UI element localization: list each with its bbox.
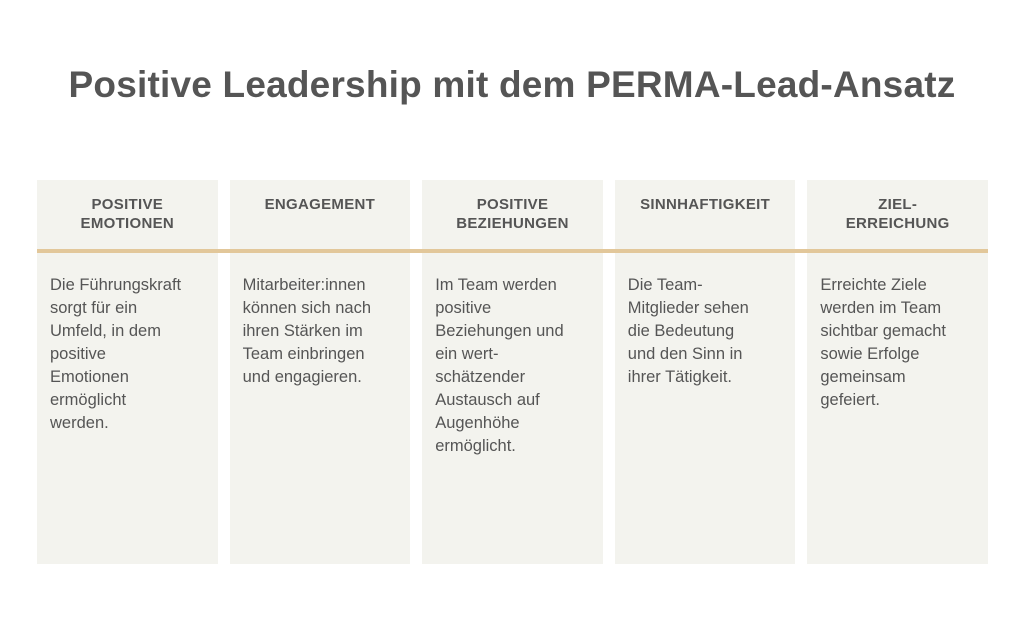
body-line: und engagieren. [242,368,362,386]
column-heading: ZIEL- ERREICHUNG [807,180,988,250]
column-heading: POSITIVE EMOTIONEN [37,180,218,250]
body-line: schätzender [435,368,526,386]
body-line: Umfeld, in dem [50,322,161,340]
heading-line: POSITIVE [476,196,549,213]
body-line: werden im Team [820,299,942,317]
body-line: ihren Stärken im [242,322,363,340]
body-line: ein wert- [435,345,499,363]
body-line: Die Team- [627,276,703,294]
heading-line: ENGAGEMENT [264,196,376,213]
body-line: Emotionen [50,368,129,386]
page-title: Positive Leadership mit dem PERMA-Lead-A… [68,64,956,105]
heading-line: SINNHAFTIGKEIT [640,196,771,213]
column-body: Im Team werden positive Beziehungen und … [422,250,603,458]
body-line: ihrer Tätigkeit. [627,368,733,386]
body-line: sichtbar gemacht [820,322,947,340]
column-heading: ENGAGEMENT [230,180,411,250]
column-body: Mitarbeiter:innen können sich nach ihren… [230,250,411,389]
body-line: positive [435,299,492,317]
body-line: sorgt für ein [50,299,138,317]
column-engagement: ENGAGEMENT Mitarbeiter:innen können sich… [229,180,411,564]
column-positive-emotionen: POSITIVE EMOTIONEN Die Führungskraft sor… [37,180,218,564]
header-divider-line [37,249,988,253]
heading-line: BEZIEHUNGEN [456,215,569,232]
column-heading: POSITIVE BEZIEHUNGEN [422,180,603,250]
heading-line: ZIEL- [878,196,918,213]
body-line: sowie Erfolge [820,345,920,363]
body-line: Mitarbeiter:innen [242,276,366,294]
body-line: Die Führungskraft [50,276,182,294]
body-line: Austausch auf [435,391,540,409]
body-line: Augenhöhe [435,414,520,432]
heading-line: EMOTIONEN [80,215,175,232]
body-line: können sich nach [242,299,372,317]
body-line: werden. [50,414,109,432]
column-body: Erreichte Ziele werden im Team sichtbar … [807,250,988,412]
body-line: positive [50,345,106,363]
column-heading: SINNHAFTIGKEIT [615,180,796,250]
body-line: Beziehungen und [435,322,564,340]
body-line: ermöglicht. [435,437,516,455]
column-positive-beziehungen: POSITIVE BEZIEHUNGEN Im Team werden posi… [422,180,603,564]
heading-line: POSITIVE [91,196,164,213]
body-line: ermöglicht [50,391,127,409]
body-line: gemeinsam [820,368,906,386]
column-body: Die Führungskraft sorgt für ein Umfeld, … [37,250,218,435]
column-body: Die Team- Mitglieder sehen die Bedeutung… [615,250,796,389]
body-line: gefeiert. [820,391,880,409]
perma-columns: POSITIVE EMOTIONEN Die Führungskraft sor… [37,180,988,564]
body-line: und den Sinn in [627,345,743,363]
body-line: Mitglieder sehen [627,299,749,317]
body-line: Im Team werden [435,276,557,294]
body-line: Erreichte Ziele [820,276,927,294]
body-line: die Bedeutung [627,322,735,340]
heading-line: ERREICHUNG [845,215,950,232]
column-sinnhaftigkeit: SINNHAFTIGKEIT Die Team- Mitglieder sehe… [614,180,796,564]
column-zielerreichung: ZIEL- ERREICHUNG Erreichte Ziele werden … [807,180,988,564]
body-line: Team einbringen [242,345,365,363]
